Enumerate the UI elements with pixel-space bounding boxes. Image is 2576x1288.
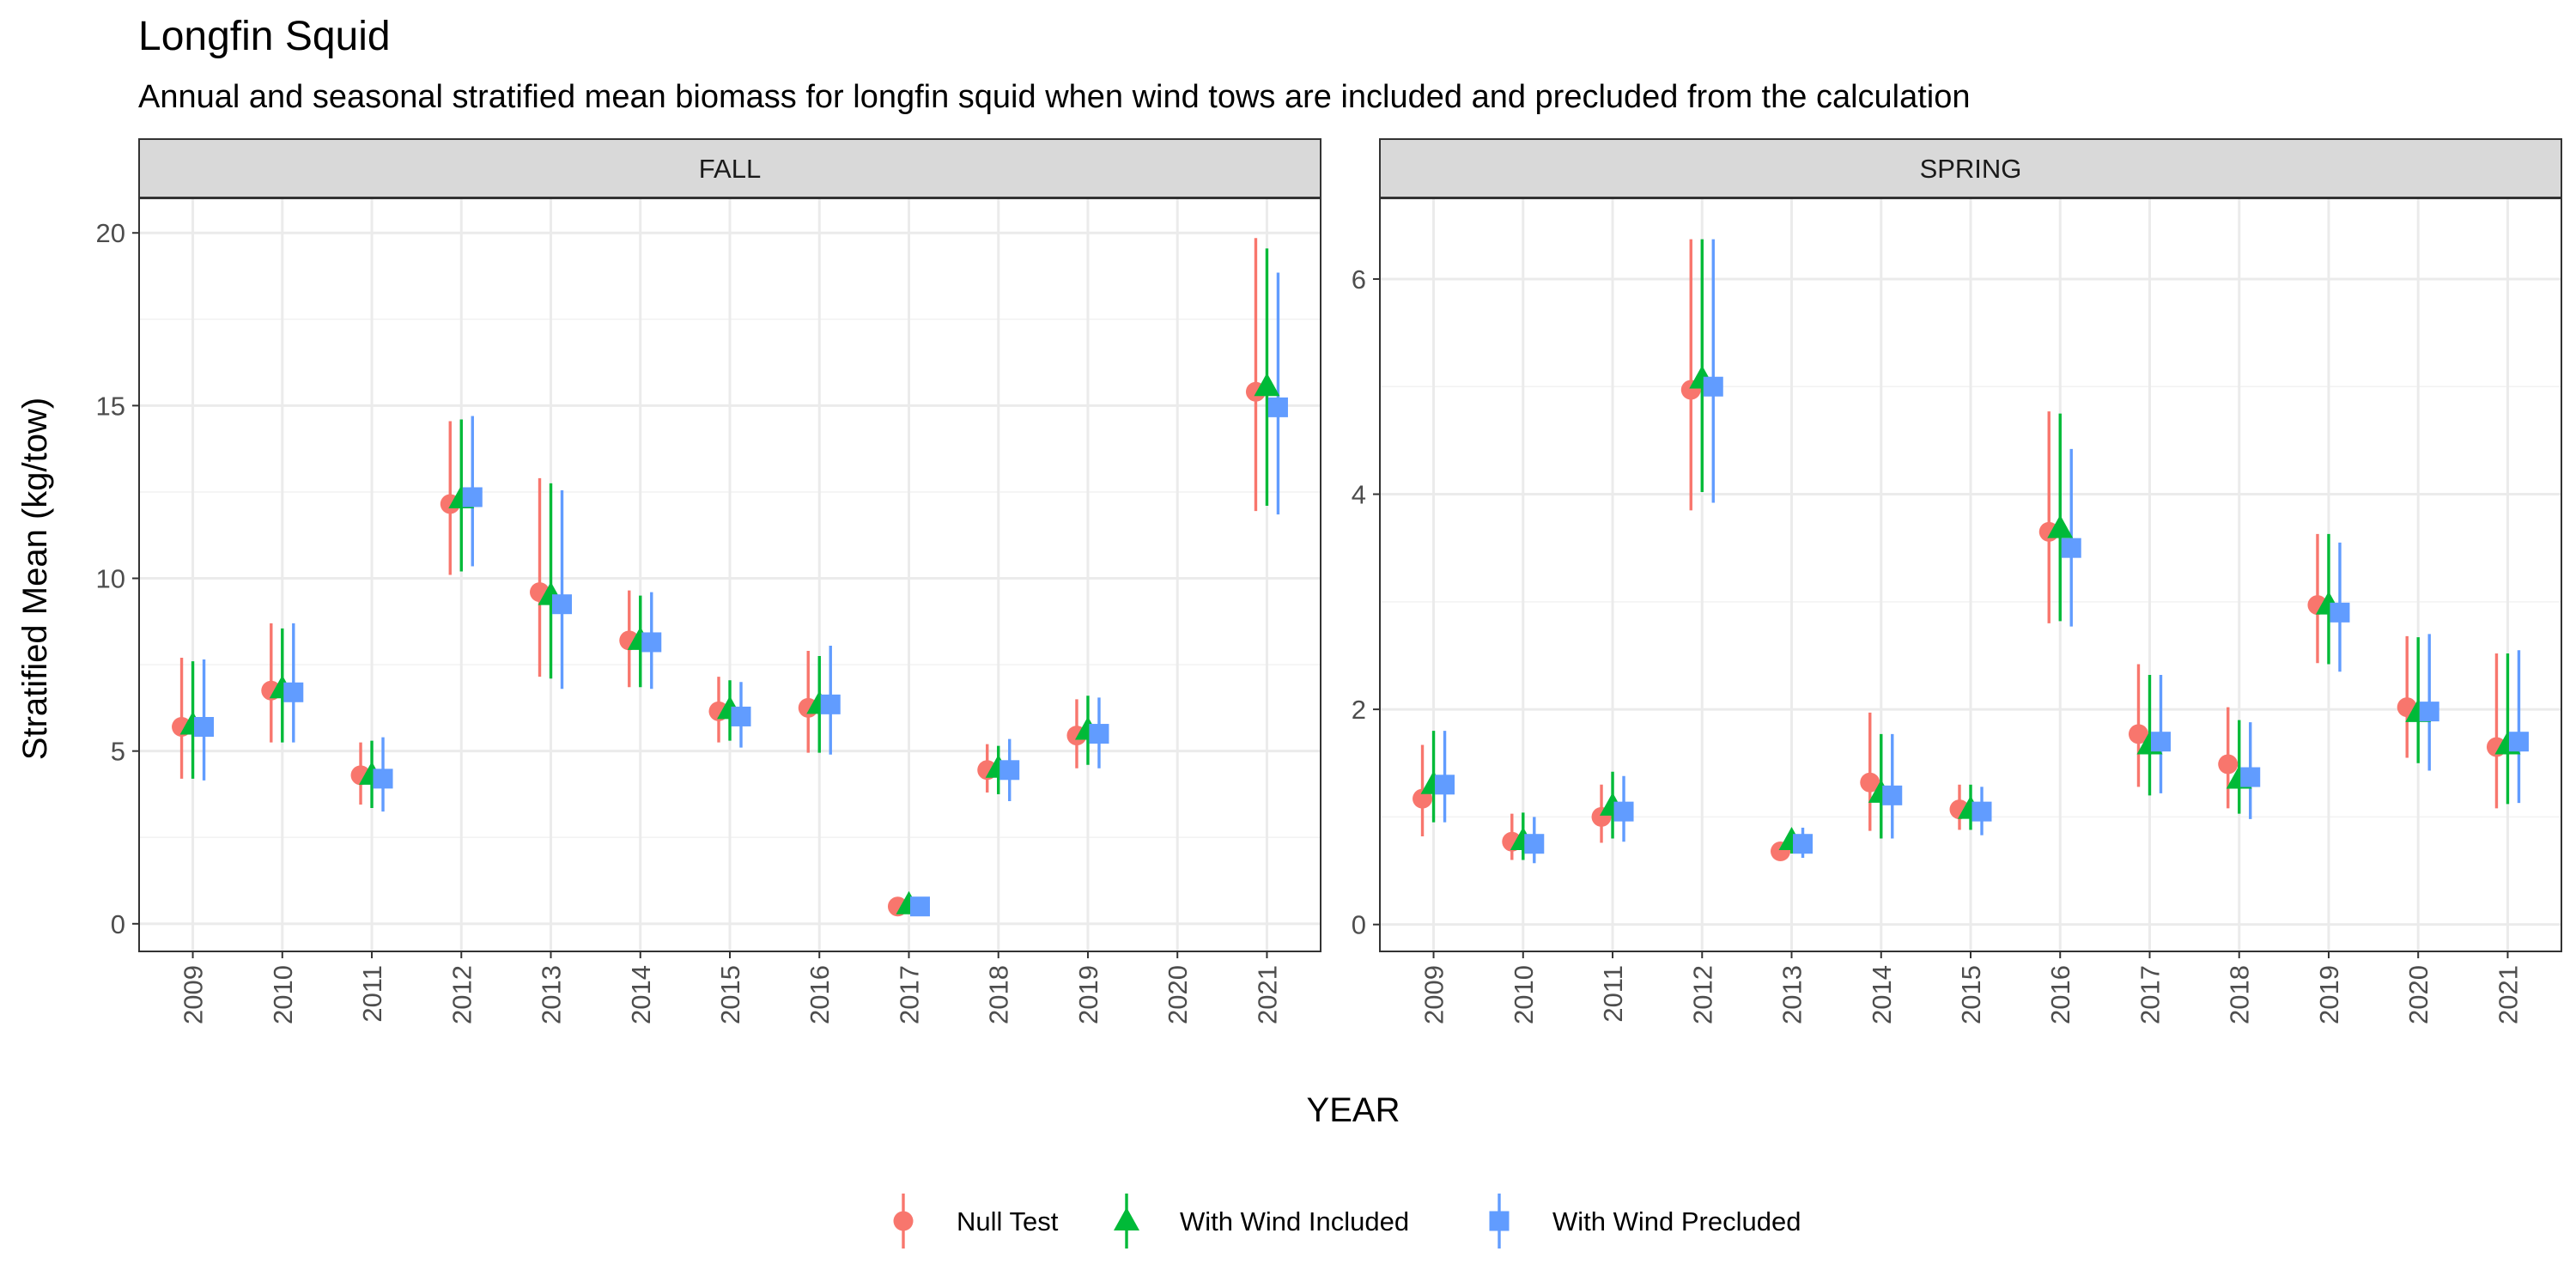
x-tick-label: 2014 xyxy=(1867,965,1897,1024)
x-tick-label: 2015 xyxy=(715,965,745,1024)
point-precluded xyxy=(2061,538,2081,558)
point-null xyxy=(2218,754,2239,775)
x-tick-label: 2016 xyxy=(2045,965,2075,1024)
point-null xyxy=(2128,724,2148,744)
point-precluded xyxy=(1793,834,1814,854)
facet-strip-label: SPRING xyxy=(1920,154,2022,184)
point-precluded xyxy=(1267,397,1288,417)
x-tick-label: 2013 xyxy=(1777,965,1807,1024)
point-precluded xyxy=(1089,724,1109,744)
chart-subtitle: Annual and seasonal stratified mean biom… xyxy=(138,79,1971,115)
x-tick-label: 2020 xyxy=(1163,965,1193,1024)
facet-strip xyxy=(138,138,1321,198)
point-precluded xyxy=(552,594,573,615)
legend-item-null: Null Test xyxy=(893,1194,1059,1249)
x-tick-label: 2020 xyxy=(2403,965,2433,1024)
point-precluded xyxy=(2419,702,2439,722)
facet-spring: SPRING 0 2 4 6 2009 2010 2011 2012 2013 2014 2015 20… xyxy=(1352,138,2562,1024)
x-tick-label: 2009 xyxy=(179,965,209,1024)
facet-strip-label: FALL xyxy=(699,154,761,184)
point-precluded xyxy=(1703,376,1723,397)
legend-key-symbol xyxy=(893,1211,914,1231)
legend-label: Null Test xyxy=(957,1206,1059,1236)
y-tick-label: 2 xyxy=(1352,695,1366,725)
point-precluded xyxy=(2240,767,2261,787)
x-tick-label: 2015 xyxy=(1956,965,1986,1024)
x-tick-label: 2019 xyxy=(2314,965,2344,1024)
y-tick-label: 0 xyxy=(111,909,125,939)
x-tick-label: 2011 xyxy=(1598,965,1628,1023)
x-tick-label: 2019 xyxy=(1073,965,1103,1024)
facet-fall: FALL 0 5 10 15 20 2009 2010 2011 2012 2013 2014 2015… xyxy=(96,138,1321,1024)
x-tick-label: 2009 xyxy=(1419,965,1449,1024)
point-precluded xyxy=(462,487,483,507)
y-axis-label: Stratified Mean (kg/tow) xyxy=(16,398,54,760)
point-precluded xyxy=(1613,801,1634,822)
point-precluded xyxy=(999,760,1020,781)
x-tick-label: 2016 xyxy=(805,965,835,1024)
legend-item-included: With Wind Included xyxy=(1114,1194,1409,1249)
legend-item-precluded: With Wind Precluded xyxy=(1489,1194,1801,1249)
x-tick-label: 2018 xyxy=(2225,965,2255,1024)
y-tick-label: 5 xyxy=(111,737,125,767)
y-tick-label: 20 xyxy=(96,218,125,248)
x-tick-label: 2012 xyxy=(447,965,477,1024)
legend-label: With Wind Included xyxy=(1180,1206,1409,1236)
x-tick-label: 2011 xyxy=(357,965,387,1023)
point-precluded xyxy=(283,682,304,702)
legend: Null Test With Wind Included With Wind Pre… xyxy=(893,1194,1801,1249)
point-precluded xyxy=(731,706,751,726)
point-precluded xyxy=(1435,775,1455,795)
x-tick-label: 2017 xyxy=(894,965,924,1024)
facet-strip xyxy=(1379,138,2562,198)
point-precluded xyxy=(820,694,841,714)
y-tick-label: 6 xyxy=(1352,264,1366,295)
point-precluded xyxy=(1882,785,1903,805)
y-tick-label: 15 xyxy=(96,391,125,421)
point-precluded xyxy=(373,769,393,789)
x-axis-label: YEAR xyxy=(1307,1091,1400,1129)
point-precluded xyxy=(194,717,215,738)
x-tick-label: 2018 xyxy=(984,965,1014,1024)
y-tick-label: 4 xyxy=(1352,480,1366,510)
y-tick-label: 10 xyxy=(96,564,125,594)
x-tick-label: 2017 xyxy=(2135,965,2165,1024)
point-null xyxy=(1860,772,1880,793)
x-tick-label: 2021 xyxy=(1252,965,1282,1024)
point-precluded xyxy=(2150,732,2171,752)
point-included xyxy=(2047,514,2074,538)
x-tick-label: 2010 xyxy=(268,965,298,1024)
point-precluded xyxy=(909,896,930,917)
y-tick-label: 0 xyxy=(1352,910,1366,940)
panel-border xyxy=(1379,197,2562,952)
point-precluded xyxy=(1524,834,1545,854)
legend-label: With Wind Precluded xyxy=(1552,1206,1801,1236)
x-tick-label: 2014 xyxy=(626,965,656,1024)
legend-key-symbol xyxy=(1114,1207,1139,1230)
point-precluded xyxy=(641,632,662,653)
x-tick-label: 2012 xyxy=(1687,965,1717,1024)
panel-border xyxy=(138,197,1321,952)
point-included xyxy=(1254,373,1280,397)
point-precluded xyxy=(1971,801,1992,822)
x-tick-label: 2013 xyxy=(537,965,567,1024)
point-precluded xyxy=(2508,732,2529,752)
x-tick-label: 2010 xyxy=(1509,965,1539,1024)
chart-title: Longfin Squid xyxy=(138,14,391,59)
point-precluded xyxy=(2330,602,2350,623)
legend-key-symbol xyxy=(1489,1211,1510,1231)
x-tick-label: 2021 xyxy=(2493,965,2523,1024)
